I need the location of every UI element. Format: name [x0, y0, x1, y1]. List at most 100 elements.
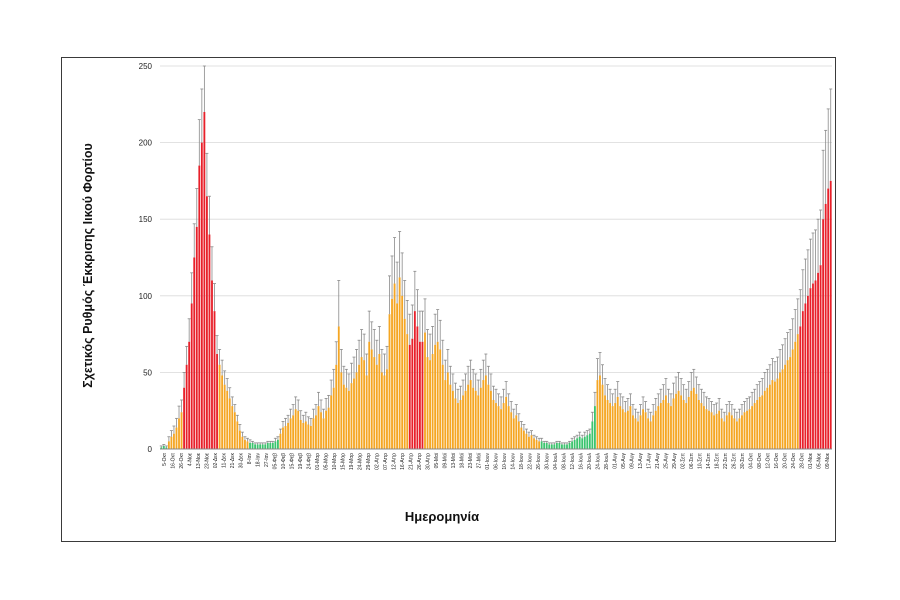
- bar: [223, 384, 226, 449]
- x-tick-label: 30-Ιουν: [545, 453, 551, 470]
- bar: [687, 396, 690, 449]
- bar: [373, 357, 376, 449]
- bar: [718, 410, 721, 449]
- bar: [758, 396, 761, 449]
- bar: [667, 403, 670, 449]
- bar: [692, 387, 695, 449]
- x-tick-label: 12-Απρ: [391, 453, 397, 470]
- bar: [228, 398, 231, 449]
- x-tick-label: 11-Δεκ: [221, 453, 227, 468]
- bar: [256, 444, 259, 449]
- bar: [261, 444, 264, 449]
- x-tick-label: 01-Ιουν: [485, 453, 491, 470]
- bar: [462, 395, 464, 449]
- bar: [472, 387, 475, 449]
- bar: [540, 441, 543, 449]
- bar: [599, 375, 601, 449]
- bar: [304, 421, 307, 449]
- x-tick-label: 21-Απρ: [408, 453, 414, 470]
- x-tick-label: 10-Φεβ: [281, 453, 287, 469]
- bar: [586, 435, 589, 449]
- x-tick-label: 26-Απρ: [417, 453, 423, 470]
- x-tick-label: 13-Μαϊ: [451, 452, 457, 468]
- bar: [659, 403, 662, 449]
- bar: [741, 415, 743, 449]
- bar: [497, 406, 500, 449]
- bar: [302, 422, 305, 449]
- bar: [337, 326, 340, 449]
- bar: [571, 441, 573, 449]
- x-tick-label: 15-Φεβ: [289, 453, 295, 469]
- x-tick-label: 24-Ιουλ: [596, 453, 602, 470]
- y-tick-label: 50: [143, 368, 152, 377]
- x-tick-label: 28-Οκτ: [800, 453, 806, 469]
- x-tick-label: 06-Ιουν: [494, 453, 500, 470]
- x-tick-label: 30-Δεκ: [238, 453, 244, 469]
- bar: [654, 410, 657, 449]
- bar: [738, 418, 741, 449]
- bar: [282, 427, 284, 449]
- bar: [728, 412, 731, 449]
- bar: [398, 277, 401, 449]
- bar: [593, 406, 596, 449]
- x-tick-label: 23-Μαϊ: [468, 452, 474, 468]
- x-tick-label: 12-Οκτ: [766, 453, 772, 469]
- bar: [495, 403, 497, 449]
- bar: [375, 364, 378, 449]
- bar: [327, 407, 330, 449]
- bar: [342, 384, 345, 449]
- bar: [426, 357, 429, 449]
- bar: [624, 412, 627, 449]
- bar: [796, 334, 799, 449]
- bar: [162, 445, 165, 449]
- bar: [649, 421, 652, 449]
- bar: [561, 444, 563, 449]
- bar: [746, 410, 748, 449]
- bar: [330, 395, 333, 449]
- bar: [720, 418, 723, 449]
- x-tick-label: 28-Ιουλ: [604, 453, 610, 470]
- bar: [652, 415, 655, 449]
- x-tick-label: 20-Ιουλ: [587, 453, 593, 470]
- bar: [502, 403, 505, 449]
- bar: [383, 375, 386, 449]
- bar: [763, 390, 766, 449]
- bar: [434, 344, 437, 449]
- bar: [320, 412, 322, 449]
- bar: [801, 311, 804, 449]
- bar: [644, 412, 647, 449]
- bar: [490, 390, 492, 449]
- bar: [822, 219, 825, 449]
- bar: [771, 380, 774, 449]
- bar: [160, 447, 163, 449]
- bar: [637, 421, 639, 449]
- bar: [195, 226, 198, 449]
- bar: [568, 442, 571, 449]
- bar: [386, 369, 388, 449]
- bar: [730, 415, 733, 449]
- bar: [573, 439, 576, 449]
- bar: [451, 390, 454, 449]
- x-tick-label: 16-Οκτ: [170, 453, 176, 469]
- bar: [297, 410, 300, 449]
- bar: [479, 387, 482, 449]
- bar: [794, 341, 797, 449]
- x-tick-label: 01-Αυγ: [613, 453, 619, 469]
- bar: [629, 406, 632, 449]
- bar: [419, 341, 421, 449]
- bar: [768, 384, 771, 449]
- bar: [482, 380, 485, 449]
- bar: [578, 436, 581, 449]
- bar: [657, 406, 660, 449]
- bar: [178, 418, 180, 449]
- bar: [236, 421, 239, 449]
- bar: [441, 364, 444, 449]
- bar: [510, 412, 513, 449]
- bar: [533, 438, 535, 449]
- x-tick-label: 02-Δεκ: [213, 453, 219, 469]
- bar: [530, 435, 533, 449]
- bar: [723, 421, 726, 449]
- bar: [664, 395, 667, 449]
- x-tick-label: 08-Ιουλ: [562, 453, 568, 470]
- bar: [289, 418, 292, 449]
